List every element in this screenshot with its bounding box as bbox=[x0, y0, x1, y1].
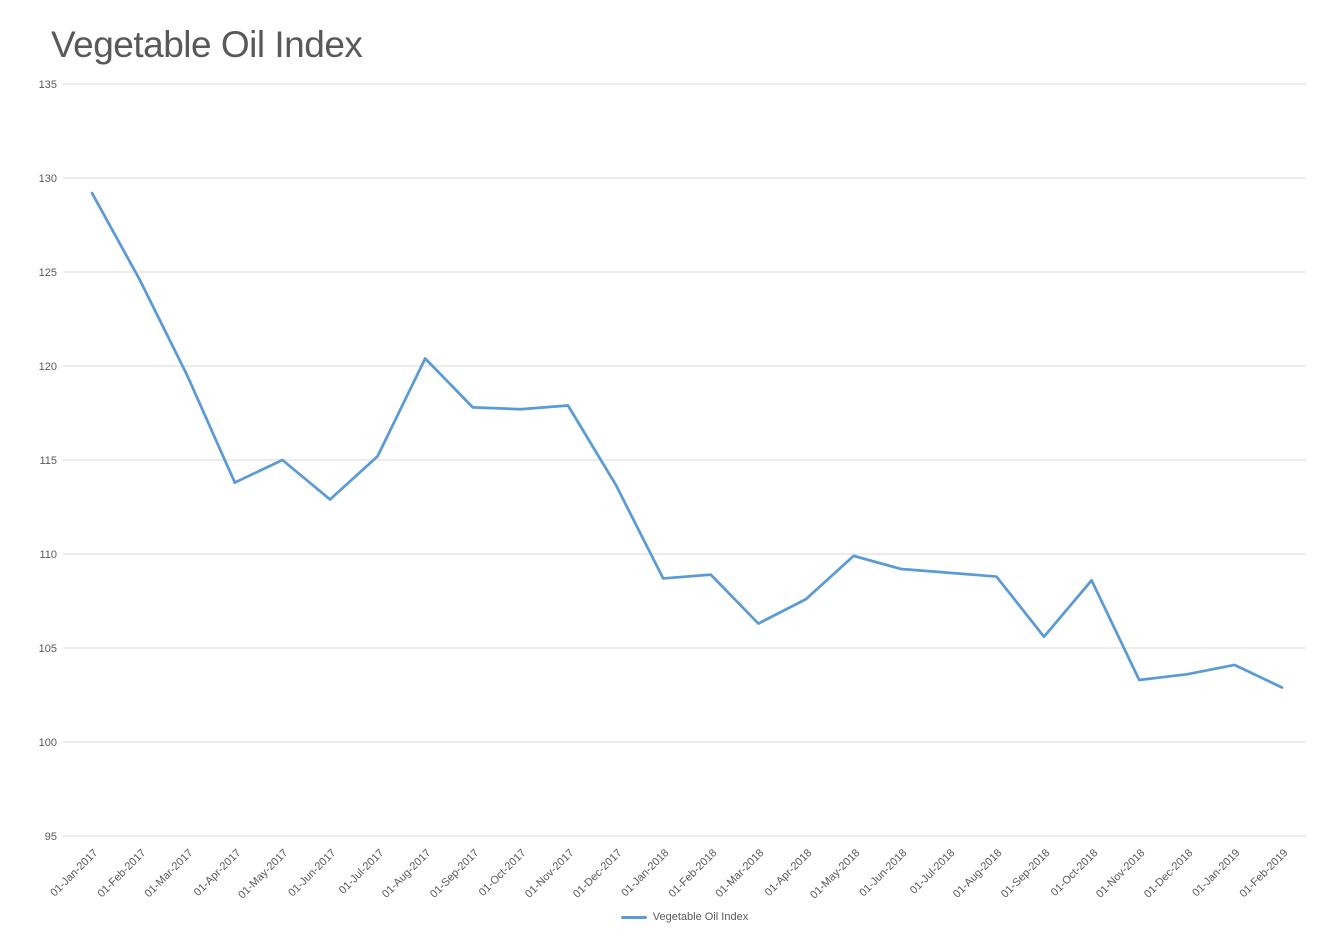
y-tick-label: 110 bbox=[39, 549, 57, 561]
y-tick-label: 125 bbox=[39, 267, 57, 279]
series-line bbox=[90, 191, 1284, 689]
y-tick-label: 130 bbox=[39, 173, 57, 185]
y-tick-label: 100 bbox=[39, 737, 57, 749]
legend: Vegetable Oil Index bbox=[63, 908, 1306, 926]
y-tick-label: 105 bbox=[39, 643, 57, 655]
legend-line-swatch bbox=[620, 915, 647, 919]
y-tick-label: 95 bbox=[45, 831, 57, 843]
y-tick-label: 115 bbox=[39, 455, 57, 467]
y-tick-label: 135 bbox=[39, 79, 57, 91]
y-tick-label: 120 bbox=[39, 361, 57, 373]
chart-title: Vegetable Oil Index bbox=[51, 24, 363, 65]
legend-label: Vegetable Oil Index bbox=[652, 911, 749, 923]
